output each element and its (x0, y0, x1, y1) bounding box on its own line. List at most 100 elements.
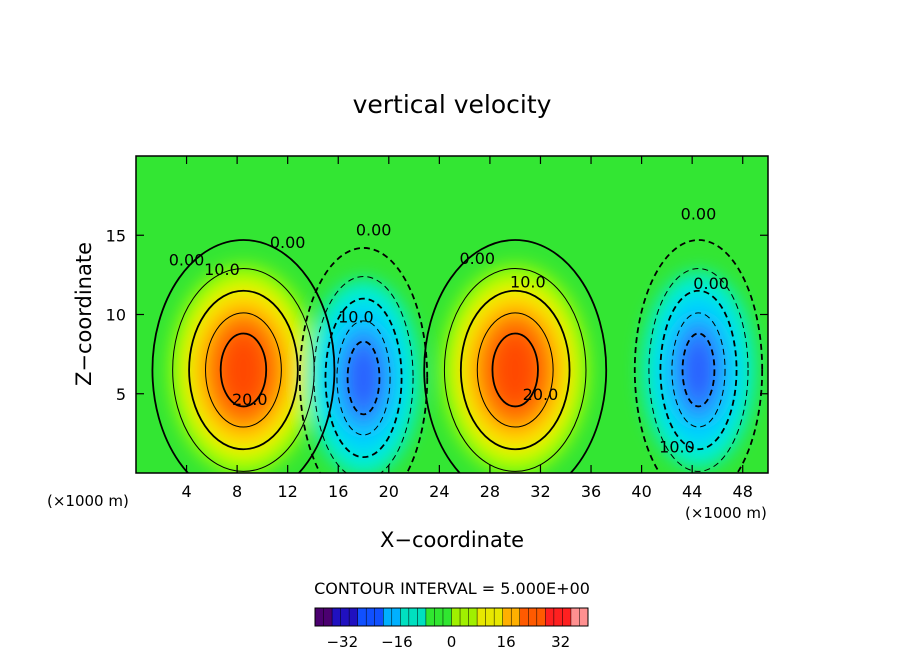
colorbar-segment (570, 608, 580, 626)
contour-line (336, 320, 391, 436)
x-tick-label: 32 (530, 482, 550, 501)
colorbar-segment (468, 608, 478, 626)
x-units-left: (×1000 m) (47, 492, 129, 510)
colorbar-frame (314, 607, 589, 627)
contour-line (659, 289, 738, 451)
colorbar-segment (366, 608, 376, 626)
x-tick-label: 48 (733, 482, 753, 501)
contour-line (633, 239, 764, 473)
colorbar-segment (400, 608, 410, 626)
contour-line (313, 275, 414, 473)
downdraft-shade (348, 346, 379, 410)
colorbar-segment (579, 608, 589, 626)
contour-line (324, 297, 403, 459)
contour-label: 0.00 (169, 250, 205, 269)
colorbar-segment (494, 608, 504, 626)
colorbar-segment (357, 608, 367, 626)
contour-label: 10.0 (338, 307, 374, 326)
colorbar-segment (442, 608, 452, 626)
downdraft-shade (683, 338, 714, 402)
contour-line (476, 312, 554, 428)
contour-label: 0.00 (681, 204, 717, 223)
x-tick-label: 28 (480, 482, 500, 501)
colorbar-segment (408, 608, 418, 626)
contour-line (491, 332, 539, 408)
colorbar-segment (374, 608, 384, 626)
colorbar-tick-label: −32 (326, 633, 358, 651)
colorbar: −32 −16 0 16 32 (314, 607, 589, 651)
colorbar-tick-label: 32 (551, 633, 570, 651)
colorbar-segment (511, 608, 521, 626)
contour-line (298, 247, 429, 473)
colorbar-segment (391, 608, 401, 626)
plot-area (136, 156, 768, 473)
x-tick-label: 16 (328, 482, 348, 501)
contour-line (671, 312, 726, 428)
colorbar-segment (477, 608, 487, 626)
colorbar-segment (417, 608, 427, 626)
colorbar-segment (434, 608, 444, 626)
colorbar-segment (562, 608, 572, 626)
contour-label: 10.0 (204, 260, 240, 279)
contour-line (205, 312, 282, 428)
contour-line (459, 289, 571, 451)
contour-line (423, 239, 608, 473)
contour-line (151, 239, 336, 473)
colorbar-segment (502, 608, 512, 626)
colorbar-segment (349, 608, 359, 626)
x-axis-label: X−coordinate (380, 528, 524, 552)
chart-title: vertical velocity (353, 90, 552, 119)
colorbar-segment (485, 608, 495, 626)
colorbar-tick-label: 0 (447, 633, 457, 651)
x-tick-label: 36 (581, 482, 601, 501)
colorbar-segment (460, 608, 470, 626)
colorbar-segment (332, 608, 342, 626)
colorbar-segment (536, 608, 546, 626)
colorbar-segment (528, 608, 538, 626)
contour-lines (151, 239, 764, 473)
contour-labels: 0.000.000.000.000.000.0010.010.010.010.0… (169, 204, 729, 456)
contour-line (188, 289, 299, 451)
colorbar-segment (425, 608, 435, 626)
colorbar-segment (545, 608, 555, 626)
contour-line (648, 268, 749, 472)
contour-label: 20.0 (232, 390, 268, 409)
colorbar-segment (323, 608, 333, 626)
y-axis-label: Z−coordinate (72, 242, 96, 386)
colorbar-segment (340, 608, 350, 626)
x-tick-label: 8 (232, 482, 242, 501)
contour-label: 0.00 (356, 220, 392, 239)
contour-label: 10.0 (510, 273, 546, 292)
colorbar-tick-label: 16 (497, 633, 516, 651)
colorbar-segment (553, 608, 563, 626)
y-tick-label: 10 (106, 306, 126, 325)
contour-label: 0.00 (459, 249, 495, 268)
y-tick-label: 5 (116, 385, 126, 404)
y-axis: 5 10 15 (106, 226, 768, 404)
field-shading (170, 265, 756, 473)
updraft-shade (494, 335, 536, 405)
colorbar-segment (383, 608, 393, 626)
contour-label: 0.00 (270, 233, 306, 252)
y-tick-label: 15 (106, 226, 126, 245)
x-tick-label: 12 (278, 482, 298, 501)
colorbar-tick-label: −16 (381, 633, 413, 651)
contour-label: 10.0 (659, 437, 695, 456)
contour-line (443, 268, 587, 472)
contour-label: 20.0 (523, 385, 559, 404)
x-tick-label: 40 (631, 482, 651, 501)
colorbar-segment (519, 608, 529, 626)
contour-line (346, 340, 381, 416)
colorbar-segment (451, 608, 461, 626)
x-axis: 4 8 12 16 20 24 28 32 36 40 44 48 (181, 156, 753, 501)
x-tick-label: 4 (181, 482, 191, 501)
x-tick-label: 24 (429, 482, 449, 501)
colorbar-segment (315, 608, 325, 626)
updraft-shade (223, 335, 264, 405)
contour-interval-label: CONTOUR INTERVAL = 5.000E+00 (314, 579, 590, 598)
contour-label: 0.00 (693, 274, 729, 293)
contour-line (219, 332, 268, 408)
contour-line (681, 332, 716, 408)
x-units-right: (×1000 m) (685, 504, 767, 522)
